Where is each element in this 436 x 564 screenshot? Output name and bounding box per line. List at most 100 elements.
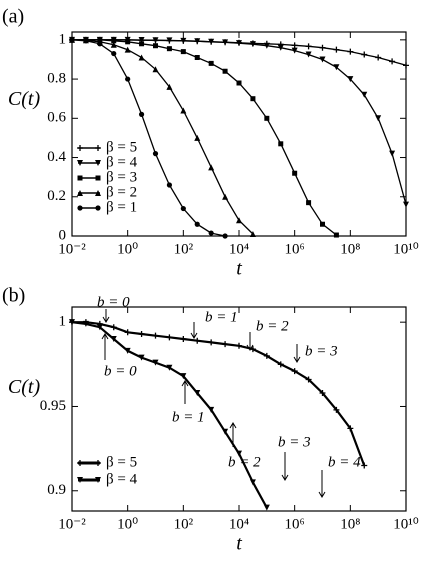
data-point <box>97 41 103 47</box>
data-point <box>138 37 145 44</box>
data-point <box>319 56 326 63</box>
annotation: b = 1 <box>172 409 205 425</box>
data-point <box>152 37 159 44</box>
data-point <box>375 115 382 122</box>
data-point <box>347 425 354 432</box>
data-point <box>305 43 312 50</box>
data-point <box>292 170 298 176</box>
data-point <box>208 406 215 413</box>
data-point <box>333 64 340 71</box>
annotation-arrow <box>293 344 301 363</box>
data-point <box>166 37 173 44</box>
legend-label: β = 5 <box>106 139 137 155</box>
data-point <box>361 462 368 469</box>
data-point <box>166 83 173 90</box>
annotation-arrow <box>318 470 326 498</box>
data-point <box>389 150 396 157</box>
data-point <box>82 320 89 327</box>
legend-label: β = 3 <box>106 169 137 185</box>
legend-marker <box>95 460 101 466</box>
data-point <box>263 504 270 511</box>
y-tick-label: 0.2 <box>47 188 66 204</box>
x-axis-label: t <box>236 533 242 555</box>
data-point <box>124 347 131 354</box>
data-point <box>166 364 173 371</box>
data-point <box>333 232 339 238</box>
y-tick-label: 1 <box>59 314 67 330</box>
data-point <box>389 58 396 65</box>
x-tick-label: 10⁶ <box>285 241 305 257</box>
data-point <box>138 111 145 117</box>
data-point <box>305 376 312 383</box>
legend-marker <box>95 477 101 483</box>
x-axis-label: t <box>236 258 242 280</box>
y-axis-label: C(t) <box>8 88 41 110</box>
legend-label: β = 1 <box>106 199 137 215</box>
annotation: b = 2 <box>228 454 261 470</box>
data-point <box>166 334 173 341</box>
data-point <box>222 341 229 348</box>
legend-marker <box>77 175 83 181</box>
data-point <box>222 193 229 200</box>
data-point <box>69 37 75 43</box>
annotation: b = 2 <box>256 318 289 334</box>
annotation-arrow <box>281 452 289 481</box>
annotation: b = 3 <box>278 434 311 450</box>
y-tick-label: 0.4 <box>47 149 66 165</box>
x-tick-label: 10⁴ <box>229 241 249 257</box>
data-point <box>69 319 75 326</box>
data-point <box>361 91 368 98</box>
data-point <box>333 406 340 413</box>
data-point <box>333 46 340 53</box>
data-point <box>263 352 270 359</box>
x-tick-label: 10⁸ <box>340 516 360 532</box>
data-point <box>347 76 354 83</box>
legend-marker <box>77 477 83 483</box>
panel-label: (a) <box>2 6 24 28</box>
legend-marker <box>77 145 83 151</box>
y-tick-label: 0.9 <box>47 482 66 498</box>
data-point <box>152 66 159 73</box>
series-line <box>71 39 226 237</box>
y-tick-label: 0.6 <box>47 110 66 126</box>
data-point <box>194 55 200 60</box>
data-point <box>194 337 201 344</box>
x-tick-label: 10⁸ <box>340 241 360 257</box>
data-point <box>124 329 131 336</box>
legend-marker <box>77 460 83 466</box>
legend-marker <box>95 160 101 166</box>
data-point <box>208 38 215 45</box>
data-point <box>110 336 117 343</box>
y-tick-label: 1 <box>59 31 67 47</box>
y-tick-label: 0 <box>59 227 67 243</box>
data-point <box>249 41 256 48</box>
legend-marker <box>77 160 83 166</box>
legend-marker <box>77 205 83 211</box>
data-point <box>152 151 159 157</box>
data-point <box>222 428 229 435</box>
x-tick-label: 10¹⁰ <box>393 516 419 532</box>
legend-label: β = 4 <box>106 471 138 487</box>
data-point <box>222 39 229 46</box>
x-tick-label: 10⁰ <box>117 241 138 257</box>
data-point <box>277 44 284 51</box>
data-point <box>180 373 187 380</box>
data-point <box>361 51 368 58</box>
data-point <box>319 389 326 396</box>
data-point <box>278 141 284 147</box>
data-point <box>208 164 215 171</box>
series-line <box>71 39 254 235</box>
data-point <box>110 41 117 48</box>
data-point <box>125 39 131 45</box>
y-axis-label: C(t) <box>8 376 41 398</box>
data-point <box>152 359 159 366</box>
legend-marker <box>95 145 101 151</box>
data-point <box>236 342 242 349</box>
data-point <box>208 230 214 236</box>
data-point <box>236 40 242 47</box>
data-point <box>208 339 215 346</box>
data-point <box>347 48 354 55</box>
data-point <box>222 68 228 74</box>
data-point <box>249 231 256 238</box>
